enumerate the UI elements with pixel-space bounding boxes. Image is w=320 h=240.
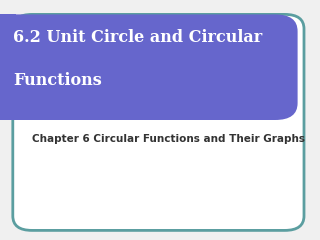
Text: 6.2 Unit Circle and Circular: 6.2 Unit Circle and Circular xyxy=(13,29,262,46)
Bar xyxy=(0,14,16,120)
Bar xyxy=(0,103,146,120)
FancyBboxPatch shape xyxy=(0,14,298,120)
Text: Chapter 6 Circular Functions and Their Graphs: Chapter 6 Circular Functions and Their G… xyxy=(32,134,305,144)
Text: Functions: Functions xyxy=(13,72,101,89)
FancyBboxPatch shape xyxy=(13,14,304,230)
